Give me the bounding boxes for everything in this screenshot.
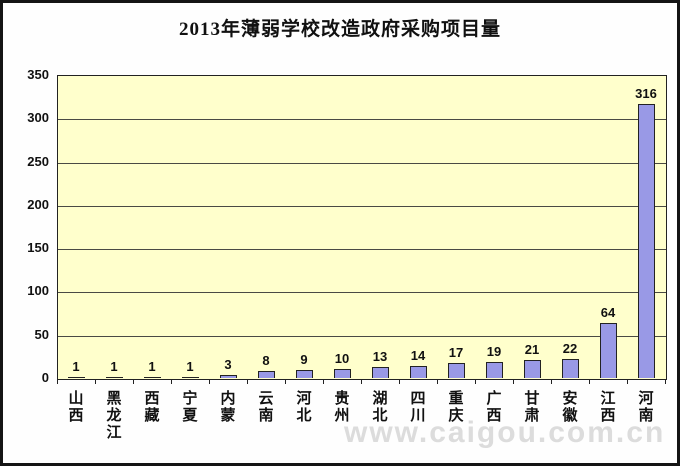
y-tick-label: 50: [34, 326, 49, 342]
x-tick: [209, 379, 210, 384]
bar-value-label: 21: [524, 342, 540, 357]
x-category-label: 黑龙江: [106, 390, 122, 441]
bar-value-label: 8: [262, 353, 270, 368]
bar-value-label: 19: [486, 344, 502, 359]
x-category-label: 内蒙: [220, 390, 236, 424]
bar: [144, 377, 161, 378]
x-tick: [133, 379, 134, 384]
x-tick: [57, 379, 58, 384]
x-category-label: 贵州: [334, 390, 350, 424]
bar: [372, 367, 389, 378]
bar: [638, 104, 655, 378]
bar-value-label: 1: [110, 359, 118, 374]
bar-value-label: 22: [562, 341, 578, 356]
bar-value-label: 316: [635, 86, 657, 101]
y-tick-label: 300: [27, 110, 49, 126]
x-category-label: 山西: [68, 390, 84, 424]
bar: [106, 377, 123, 378]
bar: [410, 366, 427, 378]
x-tick: [95, 379, 96, 384]
bar-value-label: 17: [448, 345, 464, 360]
x-tick: [361, 379, 362, 384]
x-category-label: 四川: [410, 390, 426, 424]
y-gridline: [58, 292, 666, 294]
bar-value-label: 10: [334, 351, 350, 366]
y-gridline: [58, 162, 666, 164]
plot-area: [57, 75, 667, 380]
x-tick: [437, 379, 438, 384]
x-category-label: 西藏: [144, 390, 160, 424]
bar-value-label: 3: [224, 357, 232, 372]
bar: [486, 362, 503, 378]
watermark: www.caigou.com.cn: [344, 416, 666, 449]
x-tick: [589, 379, 590, 384]
x-tick: [513, 379, 514, 384]
bar: [524, 360, 541, 378]
y-gridline: [58, 119, 666, 121]
x-category-label: 江西: [600, 390, 616, 424]
x-category-label: 宁夏: [182, 390, 198, 424]
bar-value-label: 1: [186, 359, 194, 374]
y-tick-label: 200: [27, 196, 49, 212]
y-gridline: [58, 205, 666, 207]
bar: [600, 323, 617, 378]
x-category-label: 广西: [486, 390, 502, 424]
bar-value-label: 1: [72, 359, 80, 374]
x-tick: [285, 379, 286, 384]
bar-value-label: 13: [372, 349, 388, 364]
bar: [296, 370, 313, 378]
y-tick-label: 0: [41, 370, 49, 385]
x-tick: [323, 379, 324, 384]
x-tick: [665, 379, 666, 384]
x-tick: [627, 379, 628, 384]
y-gridline: [58, 335, 666, 337]
bar-value-label: 14: [410, 348, 426, 363]
y-tick-label: 250: [27, 153, 49, 169]
x-category-label: 河北: [296, 390, 312, 424]
y-tick-label: 100: [27, 283, 49, 299]
y-gridline: [58, 249, 666, 251]
x-category-label: 甘肃: [524, 390, 540, 424]
y-tick-label: 150: [27, 240, 49, 256]
x-tick: [475, 379, 476, 384]
bar: [182, 377, 199, 378]
x-category-label: 重庆: [448, 390, 464, 424]
x-tick: [551, 379, 552, 384]
x-tick: [247, 379, 248, 384]
chart-title: 2013年薄弱学校改造政府采购项目量: [178, 19, 501, 40]
bar: [334, 369, 351, 378]
bar: [562, 359, 579, 378]
bar: [220, 375, 237, 378]
bar: [68, 377, 85, 378]
bar: [448, 363, 465, 378]
x-tick: [171, 379, 172, 384]
bar: [258, 371, 275, 378]
x-category-label: 河南: [638, 390, 654, 424]
bar-value-label: 64: [600, 305, 616, 320]
y-tick-label: 350: [27, 67, 49, 82]
bar-value-label: 1: [148, 359, 156, 374]
x-category-label: 安徽: [562, 390, 578, 424]
x-category-label: 湖北: [372, 390, 388, 424]
x-tick: [399, 379, 400, 384]
x-category-label: 云南: [258, 390, 274, 424]
bar-value-label: 9: [300, 352, 308, 367]
